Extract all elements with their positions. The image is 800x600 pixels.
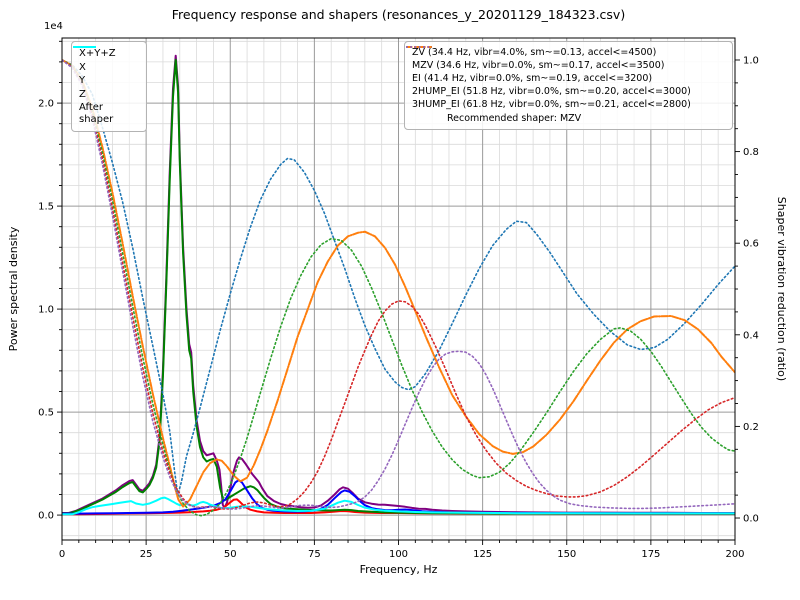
y-left-tick-label: 1.5 [38, 202, 54, 213]
series-lines [62, 54, 735, 517]
y-left-tick-label: 0.0 [38, 511, 54, 522]
y-right-tick-label: 1.0 [743, 55, 759, 66]
series-y [62, 58, 735, 515]
legend-item-label: Y [79, 75, 86, 86]
x-tick-label: 25 [140, 549, 153, 560]
series-mzv [62, 59, 735, 508]
legend-item-4: After shaper [73, 46, 138, 125]
y-left-tick-label: 2.0 [38, 99, 54, 110]
legend-line-sample-dotted [406, 46, 432, 48]
y-right-tick-label: 0.8 [743, 147, 759, 158]
x-tick-label: 75 [308, 549, 321, 560]
y-right-tick-label: 0.0 [743, 514, 759, 525]
x-tick-label: 100 [389, 549, 408, 560]
legend-psd: X+Y+Z X Y Z After shaper [71, 41, 147, 132]
x-tick-label: 150 [557, 549, 576, 560]
series-zv [62, 59, 735, 496]
legend-item-label: After shaper [79, 102, 114, 125]
y-left-tick-label: 1.0 [38, 305, 54, 316]
legend-item-2: EI (41.4 Hz, vibr=0.0%, sm~=0.19, accel<… [406, 46, 724, 85]
legend-item-4: 3HUMP_EI (61.8 Hz, vibr=0.0%, sm~=0.21, … [406, 46, 724, 111]
x-tick-label: 50 [224, 549, 237, 560]
x-tick-label: 200 [725, 549, 744, 560]
y-right-tick-label: 0.4 [743, 330, 759, 341]
series-3hump-ei [62, 59, 735, 510]
axis-ticks: 0 25 50 75 100 125 150 175 200 0.0 0.5 1.0 1.5 2.0 0.0… [7, 40, 788, 576]
y-right-tick-label: 0.6 [743, 239, 759, 250]
series-x-y-z [62, 54, 735, 514]
x-tick-label: 125 [473, 549, 492, 560]
legend-item-label: MZV (34.6 Hz, vibr=0.0%, sm~=0.17, accel… [412, 59, 665, 71]
legend-item-label: 2HUMP_EI (51.8 Hz, vibr=0.0%, sm~=0.20, … [412, 85, 691, 97]
legend-item-3: 2HUMP_EI (51.8 Hz, vibr=0.0%, sm~=0.20, … [406, 46, 724, 98]
series-2hump-ei [62, 59, 735, 510]
series-after-shaper [62, 496, 735, 516]
legend-item-label: EI (41.4 Hz, vibr=0.0%, sm~=0.19, accel<… [412, 72, 653, 84]
legend-item-label: 3HUMP_EI (61.8 Hz, vibr=0.0%, sm~=0.21, … [412, 98, 691, 110]
legend-shapers: ZV (34.4 Hz, vibr=4.0%, sm~=0.13, accel<… [404, 41, 733, 130]
y-right-axis-label: Shaper vibration reduction (ratio) [775, 197, 788, 381]
y-right-tick-label: 0.2 [743, 422, 759, 433]
series-ei [62, 59, 735, 517]
legend-item-3: Z [73, 46, 138, 101]
legend-item-label: Z [79, 88, 86, 100]
legend-line-sample-solid [73, 46, 96, 48]
x-axis-label: Frequency, Hz [360, 563, 438, 576]
legend-item-label: X+Y+Z [79, 48, 116, 59]
legend-item-1: X [73, 46, 138, 74]
x-tick-label: 0 [59, 549, 65, 560]
legend-item-0: ZV (34.4 Hz, vibr=4.0%, sm~=0.13, accel<… [406, 46, 724, 59]
legend-item-2: Y [73, 46, 138, 87]
y-axis-offset-text: 1e4 [44, 21, 63, 32]
chart-title: Frequency response and shapers (resonanc… [171, 7, 626, 22]
legend-item-1: MZV (34.6 Hz, vibr=0.0%, sm~=0.17, accel… [406, 46, 724, 72]
legend-recommended-shaper: Recommended shaper: MZV [447, 112, 582, 124]
x-tick-label: 175 [641, 549, 660, 560]
y-left-axis-label: Power spectral density [7, 226, 20, 351]
y-left-tick-label: 0.5 [38, 408, 54, 419]
legend-item-label: X [79, 61, 86, 73]
legend-item-label: ZV (34.4 Hz, vibr=4.0%, sm~=0.13, accel<… [412, 47, 657, 58]
